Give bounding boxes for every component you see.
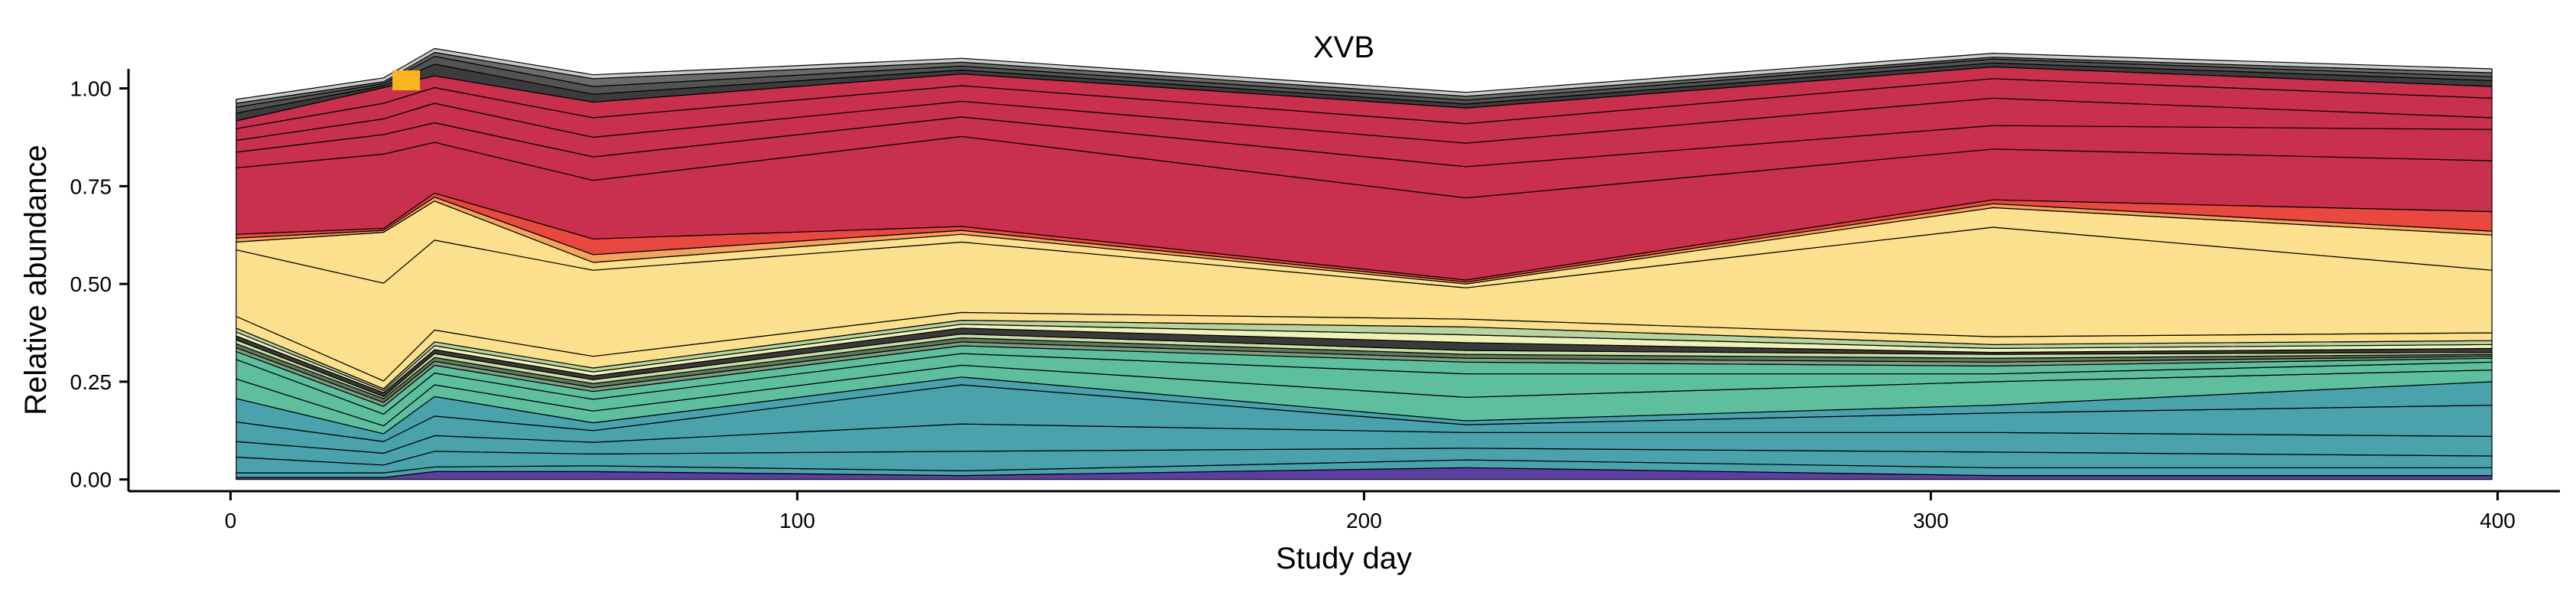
x-tick-label: 300	[1913, 509, 1949, 532]
y-tick-label: 0.25	[70, 370, 112, 394]
x-tick-label: 0	[225, 509, 237, 532]
y-tick-label: 0.50	[70, 272, 112, 296]
y-ticks: 0.00 0.25 0.50 0.75 1.00	[70, 77, 128, 492]
y-axis-label: Relative abundance	[19, 145, 53, 415]
x-tick-label: 100	[779, 509, 815, 532]
x-ticks: 0 100 200 300 400	[225, 491, 2516, 532]
y-tick-label: 1.00	[70, 77, 112, 101]
event-marker	[392, 70, 421, 90]
chart-title: XVB	[1313, 31, 1374, 64]
y-tick-label: 0.00	[70, 468, 112, 492]
y-tick-label: 0.75	[70, 174, 112, 198]
axes	[127, 69, 2560, 493]
x-tick-label: 400	[2480, 509, 2516, 532]
marker-layer	[392, 70, 421, 90]
x-axis-label: Study day	[1276, 542, 1412, 575]
series-areas	[236, 47, 2493, 480]
series-area-29	[236, 47, 2493, 104]
x-tick-label: 200	[1346, 509, 1382, 532]
